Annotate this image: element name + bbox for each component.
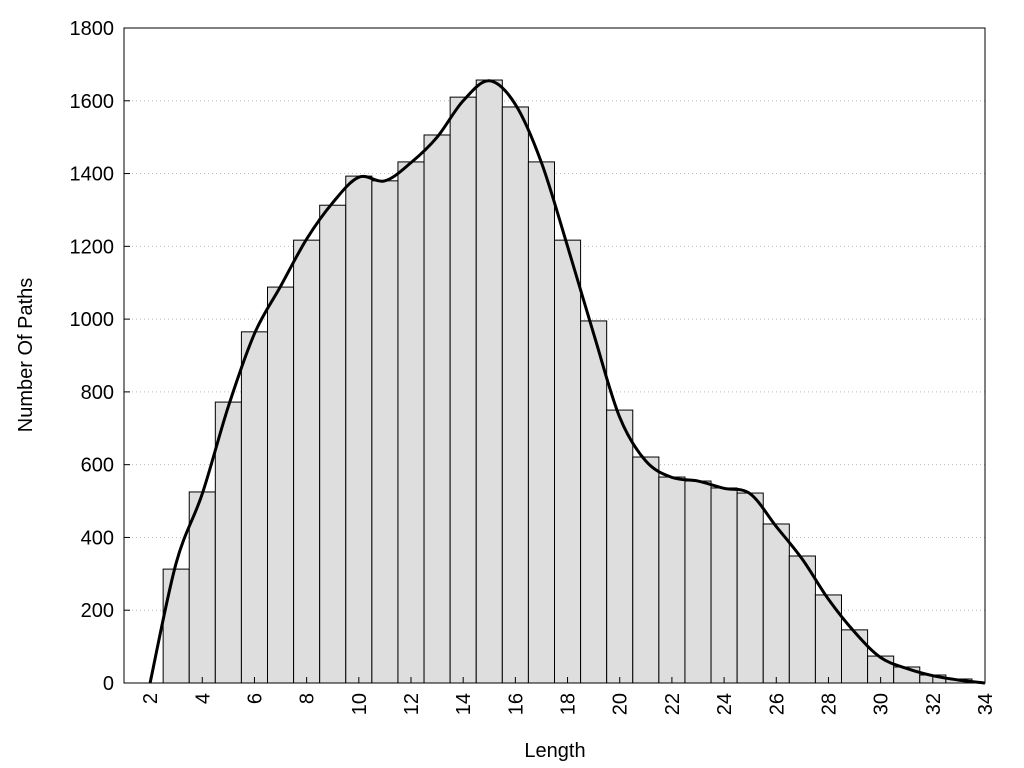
- x-tick-label: 6: [244, 693, 266, 704]
- y-tick-label: 1400: [70, 164, 115, 186]
- bar: [658, 476, 686, 684]
- x-tick-label: 22: [662, 693, 684, 715]
- y-tick-label: 400: [81, 527, 114, 549]
- bar: [841, 629, 869, 684]
- x-tick-label: 32: [923, 693, 945, 715]
- bar: [684, 480, 712, 684]
- y-tick-label: 800: [81, 382, 114, 404]
- y-tick-label: 1600: [70, 91, 115, 113]
- x-tick-label: 8: [297, 693, 319, 704]
- bar: [501, 106, 529, 684]
- x-tick-label: 26: [766, 693, 788, 715]
- bar: [710, 487, 738, 684]
- bar: [606, 409, 634, 684]
- bar: [371, 180, 399, 684]
- x-tick-label: 2: [140, 693, 162, 704]
- y-axis-title: Number Of Paths: [15, 278, 37, 433]
- x-axis-title: Length: [524, 740, 585, 762]
- bar: [814, 594, 843, 684]
- bar: [345, 175, 373, 684]
- bar: [475, 79, 503, 684]
- x-tick-label: 18: [558, 693, 580, 715]
- bar: [762, 523, 790, 684]
- x-tick-label: 4: [192, 693, 214, 704]
- x-tick-label: 30: [871, 693, 893, 715]
- bar: [736, 492, 764, 684]
- x-tick-label: 16: [505, 693, 527, 715]
- y-tick-label: 1800: [70, 18, 115, 40]
- bar: [293, 239, 321, 684]
- bar: [162, 568, 190, 684]
- bar: [788, 555, 816, 684]
- bar: [319, 204, 347, 684]
- x-tick-label: 14: [453, 693, 475, 715]
- x-tick-label: 28: [818, 693, 840, 715]
- bar: [580, 320, 608, 684]
- bar: [449, 96, 477, 684]
- y-tick-label: 0: [103, 673, 114, 695]
- x-tick-label: 34: [975, 693, 997, 715]
- plot-frame: [123, 27, 986, 684]
- bar: [240, 331, 268, 684]
- x-tick-label: 10: [349, 693, 371, 715]
- bar: [397, 161, 425, 684]
- bar: [214, 401, 242, 684]
- y-tick-label: 600: [81, 455, 114, 477]
- x-tick-label: 20: [610, 693, 632, 715]
- bar: [554, 239, 582, 684]
- x-tick-label: 24: [714, 693, 736, 715]
- bar: [267, 286, 295, 684]
- density-line: [148, 79, 986, 685]
- y-tick-label: 1000: [70, 309, 115, 331]
- y-tick-label: 200: [81, 600, 114, 622]
- y-tick-label: 1200: [70, 236, 115, 258]
- bar: [423, 134, 451, 684]
- bar: [632, 456, 660, 684]
- bar: [527, 161, 556, 684]
- x-tick-label: 12: [401, 693, 423, 715]
